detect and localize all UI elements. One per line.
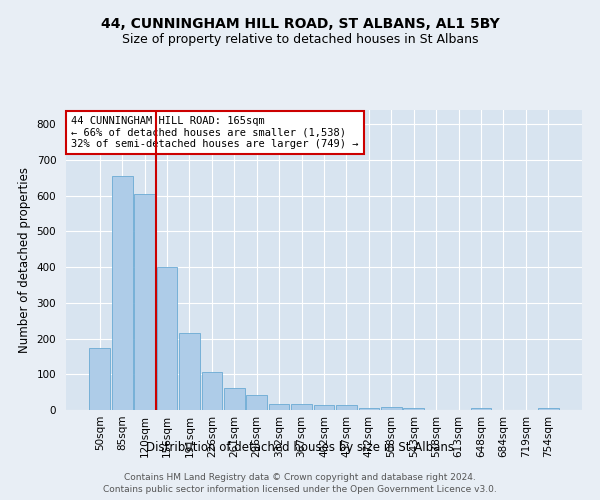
Bar — [314, 405, 334, 410]
Bar — [269, 404, 289, 410]
Bar — [134, 194, 155, 410]
Bar — [403, 408, 424, 410]
Bar — [112, 176, 133, 410]
Text: Distribution of detached houses by size in St Albans: Distribution of detached houses by size … — [146, 441, 454, 454]
Text: 44 CUNNINGHAM HILL ROAD: 165sqm
← 66% of detached houses are smaller (1,538)
32%: 44 CUNNINGHAM HILL ROAD: 165sqm ← 66% of… — [71, 116, 359, 149]
Text: Size of property relative to detached houses in St Albans: Size of property relative to detached ho… — [122, 32, 478, 46]
Text: Contains public sector information licensed under the Open Government Licence v3: Contains public sector information licen… — [103, 485, 497, 494]
Bar — [202, 372, 222, 410]
Text: Contains HM Land Registry data © Crown copyright and database right 2024.: Contains HM Land Registry data © Crown c… — [124, 472, 476, 482]
Bar — [179, 333, 200, 410]
Bar — [89, 348, 110, 410]
Bar — [247, 395, 267, 410]
Bar — [291, 404, 312, 410]
Bar — [381, 407, 401, 410]
Bar — [470, 408, 491, 410]
Bar — [538, 408, 559, 410]
Bar — [336, 406, 357, 410]
Bar — [157, 267, 178, 410]
Bar — [224, 388, 245, 410]
Y-axis label: Number of detached properties: Number of detached properties — [18, 167, 31, 353]
Text: 44, CUNNINGHAM HILL ROAD, ST ALBANS, AL1 5BY: 44, CUNNINGHAM HILL ROAD, ST ALBANS, AL1… — [101, 18, 499, 32]
Bar — [359, 408, 379, 410]
